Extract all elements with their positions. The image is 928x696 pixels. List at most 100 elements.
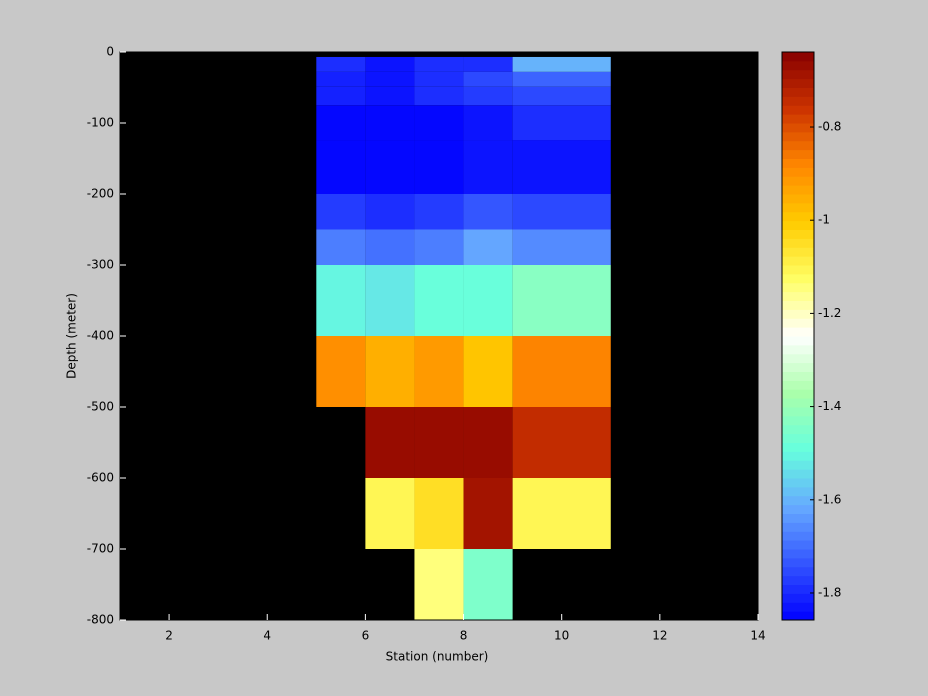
colorbar-swatch <box>782 336 814 346</box>
heatmap-cell <box>414 265 464 336</box>
colorbar-swatch <box>782 513 814 523</box>
heatmap-cell <box>463 140 513 194</box>
colorbar-swatch <box>782 344 814 355</box>
colorbar-tick-label: -1.6 <box>818 492 841 506</box>
colorbar-swatch <box>782 140 814 151</box>
colorbar-swatch <box>782 123 814 133</box>
colorbar-frame <box>781 51 815 621</box>
y-tick-label: -500 <box>87 400 114 414</box>
y-tick-label: -600 <box>87 471 114 485</box>
heatmap-cell <box>512 407 611 478</box>
heatmap-cell <box>365 229 415 265</box>
heatmap-cell <box>512 56 611 72</box>
colorbar-swatch <box>782 105 814 115</box>
heatmap-cell <box>365 56 415 72</box>
heatmap-cell <box>316 71 366 87</box>
colorbar-swatch <box>782 69 814 80</box>
heatmap-cell <box>463 549 513 620</box>
y-tick-label: -200 <box>87 187 114 201</box>
y-tick-label: -700 <box>87 542 114 556</box>
heatmap-cell <box>414 105 464 141</box>
colorbar-swatch <box>782 282 814 293</box>
colorbar-swatch <box>782 176 814 186</box>
heatmap-cell <box>512 140 611 194</box>
colorbar-swatch <box>782 469 814 479</box>
colorbar-swatch <box>782 389 814 399</box>
x-axis-label: Station (number) <box>386 650 489 664</box>
heatmap-cell <box>365 265 415 336</box>
colorbar-swatch <box>782 327 814 337</box>
heatmap-cell <box>463 194 513 230</box>
colorbar-swatch <box>782 309 814 319</box>
heatmap-cell <box>463 105 513 141</box>
colorbar-swatch <box>782 194 814 204</box>
colorbar-swatch <box>782 167 814 177</box>
colorbar-tick-label: -1 <box>818 213 830 227</box>
heatmap-cell <box>414 407 464 478</box>
y-tick-label: -400 <box>87 329 114 343</box>
colorbar-swatch <box>782 371 814 381</box>
heatmap-cell <box>365 86 415 106</box>
y-tick-label: -100 <box>87 116 114 130</box>
colorbar-swatch <box>782 424 814 435</box>
x-tick-label: 10 <box>554 629 569 643</box>
colorbar-swatch <box>782 247 814 257</box>
y-axis-label: Depth (meter) <box>65 293 79 379</box>
heatmap-cell <box>365 407 415 478</box>
heatmap-cell <box>414 229 464 265</box>
heatmap-cell <box>316 336 366 407</box>
colorbar-swatch <box>782 256 814 266</box>
heatmap-cell <box>365 105 415 141</box>
heatmap-cell <box>414 56 464 72</box>
colorbar-swatch <box>782 380 814 390</box>
heatmap-cell <box>463 56 513 72</box>
colorbar-swatch <box>782 504 814 514</box>
x-tick-label: 4 <box>263 629 271 643</box>
colorbar-swatch <box>782 407 814 417</box>
heatmap-cell <box>463 336 513 407</box>
colorbar-swatch <box>782 265 814 275</box>
heatmap-cell <box>512 336 611 407</box>
heatmap-cell <box>512 194 611 230</box>
heatmap-cell <box>414 549 464 620</box>
colorbar-swatch <box>782 566 814 577</box>
colorbar-swatch <box>782 60 814 71</box>
heatmap-cell <box>512 265 611 336</box>
colorbar-swatch <box>782 451 814 461</box>
colorbar-swatch <box>782 96 814 106</box>
heatmap-cell <box>512 71 611 87</box>
x-tick-label: 8 <box>460 629 468 643</box>
colorbar-swatch <box>782 398 814 408</box>
heatmap-cell <box>316 229 366 265</box>
y-tick-label: 0 <box>106 45 114 59</box>
colorbar-swatch <box>782 291 814 301</box>
colorbar-swatch <box>782 602 814 612</box>
colorbar-swatch <box>782 238 814 248</box>
heatmap-cell <box>512 478 611 549</box>
heatmap-cell <box>365 336 415 407</box>
colorbar-swatch <box>782 442 814 452</box>
colorbar-swatch <box>782 273 814 284</box>
colorbar-swatch <box>782 300 814 310</box>
x-tick-label: 6 <box>362 629 370 643</box>
heatmap-cell <box>414 336 464 407</box>
colorbar-swatch <box>782 433 814 443</box>
heatmap-cell <box>316 140 366 194</box>
heatmap-cell <box>365 71 415 87</box>
colorbar-swatch <box>782 185 814 195</box>
colorbar-swatch <box>782 353 814 364</box>
colorbar-swatch <box>782 362 814 372</box>
x-tick-label: 2 <box>165 629 173 643</box>
heatmap-cell <box>512 105 611 141</box>
colorbar-swatch <box>782 87 814 97</box>
y-tick-label: -300 <box>87 258 114 272</box>
colorbar-swatch <box>782 131 814 142</box>
colorbar-swatch <box>782 540 814 550</box>
colorbar-swatch <box>782 220 814 230</box>
heatmap-cell <box>414 194 464 230</box>
colorbar-tick-label: -1.4 <box>818 399 841 413</box>
colorbar-swatch <box>782 549 814 559</box>
colorbar-swatch <box>782 531 814 541</box>
heatmap-cell <box>365 194 415 230</box>
colorbar-swatch <box>782 149 814 159</box>
